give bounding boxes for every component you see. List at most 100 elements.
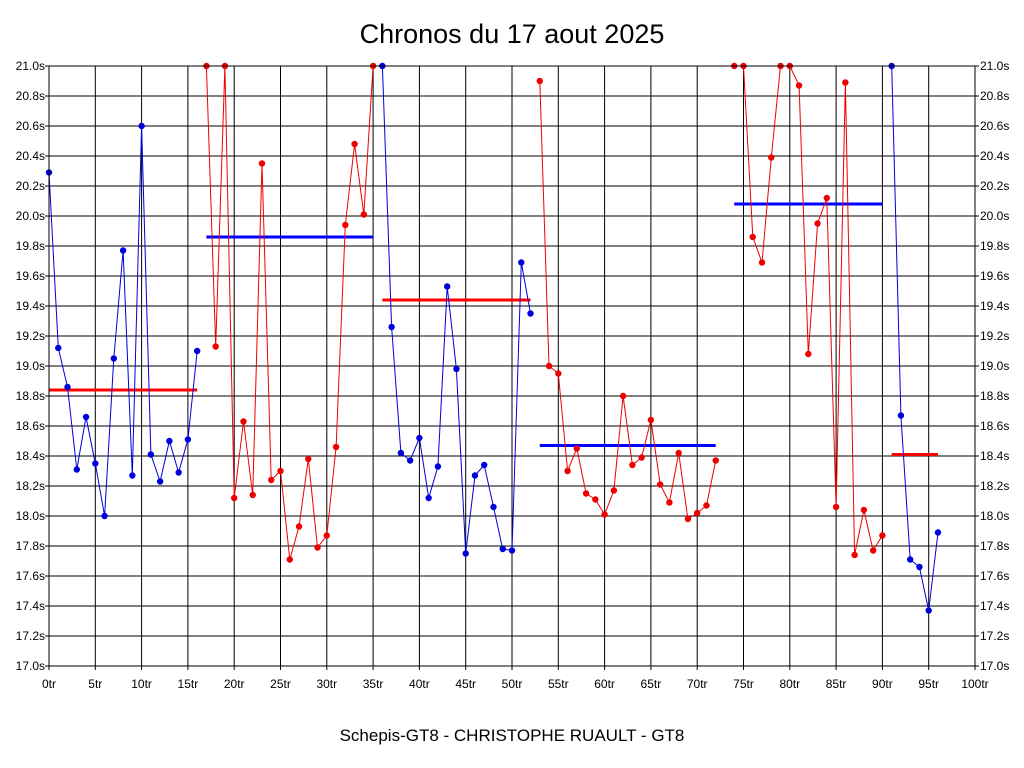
lap-point <box>934 529 942 536</box>
lap-point <box>443 283 451 290</box>
x-tick-label: 25tr <box>270 677 291 691</box>
lap-point <box>295 523 303 530</box>
y-tick-label-left: 20.2s <box>16 179 45 193</box>
y-tick-label-left: 21.0s <box>16 59 45 73</box>
lap-point <box>388 323 395 331</box>
lap-point <box>508 547 516 554</box>
lap-point <box>916 563 923 571</box>
lap-point <box>906 556 914 563</box>
grid <box>48 65 976 667</box>
y-tick-label-left: 18.6s <box>16 419 45 433</box>
lap-point <box>545 362 553 370</box>
y-tick-label-right: 21.0s <box>980 59 1009 73</box>
y-tick-label-left: 17.2s <box>16 629 45 643</box>
x-tick-label: 15tr <box>178 677 199 691</box>
y-tick-label-left: 18.4s <box>16 449 45 463</box>
x-tick-label: 80tr <box>779 677 800 691</box>
lap-point <box>684 515 692 523</box>
lap-point <box>842 79 849 86</box>
y-tick-label-left: 20.8s <box>16 89 45 103</box>
lap-point <box>92 460 99 467</box>
chart-caption: Schepis-GT8 - CHRISTOPHE RUAULT - GT8 <box>340 726 685 745</box>
x-tick-label: 45tr <box>455 677 476 691</box>
lap-point <box>82 413 90 421</box>
y-tick-label-right: 18.2s <box>980 479 1009 493</box>
y-tick-label-left: 17.0s <box>16 659 45 673</box>
series-6 <box>888 62 942 614</box>
lap-point <box>323 532 330 539</box>
lap-point <box>656 481 664 488</box>
lap-point <box>268 476 275 484</box>
lap-point <box>332 443 340 451</box>
lap-point <box>249 491 256 499</box>
lap-point <box>277 467 284 475</box>
chart-title: Chronos du 17 aout 2025 <box>360 19 665 49</box>
lap-series <box>45 62 942 614</box>
x-tick-label: 0tr <box>42 677 56 691</box>
y-tick-label-right: 20.0s <box>980 209 1009 223</box>
x-tick-label: 10tr <box>131 677 152 691</box>
lap-point <box>499 545 506 553</box>
lap-point <box>193 347 201 355</box>
series-1 <box>45 122 201 520</box>
x-tick-label: 20tr <box>224 677 245 691</box>
lap-point <box>647 416 655 424</box>
lap-point <box>555 370 562 377</box>
plot-frame <box>48 65 976 667</box>
lap-point <box>490 503 497 511</box>
y-axis-right: 17.0s 17.2s 17.4s 17.6s 17.8s 18.0s 18.2s 18.4s… <box>975 59 1009 673</box>
lap-point <box>351 140 358 148</box>
lap-point <box>629 461 636 469</box>
lap-point <box>231 494 238 502</box>
x-tick-label: 75tr <box>733 677 754 691</box>
y-tick-label-right: 19.2s <box>980 329 1009 343</box>
lap-point <box>795 82 803 89</box>
lap-point <box>564 467 571 475</box>
y-tick-label-right: 20.8s <box>980 89 1009 103</box>
lap-point <box>573 445 581 452</box>
lap-point <box>823 194 831 202</box>
lap-point <box>536 77 543 85</box>
y-tick-label-right: 19.8s <box>980 239 1009 253</box>
y-tick-label-left: 19.8s <box>16 239 45 253</box>
y-tick-label-left: 17.4s <box>16 599 45 613</box>
lap-point <box>286 556 293 563</box>
y-tick-label-right: 20.4s <box>980 149 1009 163</box>
lap-point <box>869 547 877 554</box>
y-tick-label-left: 18.8s <box>16 389 45 403</box>
y-tick-label-right: 19.6s <box>980 269 1009 283</box>
y-tick-label-left: 18.2s <box>16 479 45 493</box>
x-tick-label: 30tr <box>316 677 337 691</box>
lap-point <box>101 512 108 520</box>
lap-point <box>314 544 321 551</box>
series-5 <box>731 62 886 559</box>
y-tick-label-right: 18.4s <box>980 449 1009 463</box>
lap-point <box>138 122 145 130</box>
lap-point <box>166 437 173 445</box>
lap-point <box>240 418 247 425</box>
lap-point <box>397 449 405 457</box>
lap-point <box>434 463 442 470</box>
average-lines <box>49 202 938 456</box>
series-2 <box>203 62 377 563</box>
lap-point <box>471 472 479 479</box>
lap-point <box>666 499 673 506</box>
y-tick-label-right: 17.8s <box>980 539 1009 553</box>
y-tick-label-left: 17.8s <box>16 539 45 553</box>
lap-point <box>55 344 62 352</box>
series-4 <box>536 77 719 523</box>
x-tick-label: 65tr <box>641 677 662 691</box>
lap-point <box>832 503 840 511</box>
lap-point <box>638 454 645 461</box>
lap-point <box>518 259 525 266</box>
lap-point <box>462 550 469 557</box>
lap-point <box>527 310 534 317</box>
lap-point <box>592 496 599 503</box>
x-tick-label: 50tr <box>502 677 523 691</box>
lap-point <box>805 350 812 358</box>
x-tick-label: 90tr <box>872 677 893 691</box>
lap-point <box>619 392 627 400</box>
y-tick-label-left: 20.6s <box>16 119 45 133</box>
y-tick-label-left: 19.4s <box>16 299 45 313</box>
